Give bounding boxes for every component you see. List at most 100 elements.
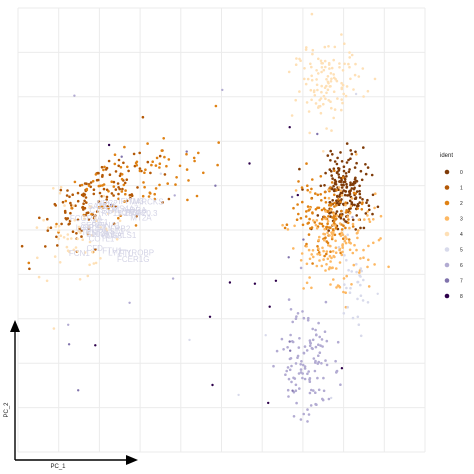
- data-point: [317, 360, 321, 364]
- data-point: [348, 291, 352, 295]
- data-point: [125, 178, 129, 181]
- data-point: [340, 86, 344, 90]
- data-point: [356, 207, 360, 210]
- data-point: [305, 162, 308, 165]
- data-point: [163, 155, 166, 159]
- data-point: [323, 227, 327, 231]
- data-point: [292, 376, 295, 380]
- data-point: [99, 226, 102, 229]
- data-point: [373, 77, 377, 81]
- data-point: [348, 168, 351, 171]
- data-point: [324, 269, 327, 272]
- data-point: [54, 225, 58, 228]
- data-point: [355, 180, 359, 183]
- data-point: [298, 387, 301, 390]
- data-point: [349, 149, 353, 152]
- data-point: [103, 165, 106, 169]
- data-point: [330, 237, 334, 241]
- data-point: [286, 366, 290, 369]
- data-point: [97, 178, 100, 182]
- data-point: [335, 369, 339, 373]
- data-point: [336, 156, 339, 160]
- data-point: [332, 278, 335, 281]
- data-point: [296, 193, 299, 197]
- data-point: [149, 171, 152, 175]
- data-point: [294, 389, 298, 393]
- data-point: [349, 286, 352, 290]
- data-point: [355, 153, 358, 156]
- data-point: [306, 408, 309, 411]
- data-point: [326, 231, 329, 235]
- data-point: [105, 195, 109, 199]
- data-point: [58, 191, 62, 195]
- data-point: [330, 396, 333, 400]
- data-point: [310, 197, 313, 200]
- data-point: [340, 228, 344, 231]
- data-point: [68, 195, 71, 199]
- data-point: [332, 90, 336, 93]
- data-point: [144, 168, 147, 171]
- data-point: [305, 242, 308, 246]
- data-point: [74, 246, 78, 249]
- data-point: [315, 83, 319, 87]
- data-point: [325, 127, 328, 130]
- data-point: [58, 261, 62, 264]
- data-point: [337, 245, 341, 249]
- data-point: [325, 250, 329, 253]
- data-point: [55, 235, 58, 239]
- data-point: [188, 338, 191, 342]
- gene-label: LYZ: [108, 249, 122, 258]
- data-point: [128, 193, 132, 197]
- data-point: [93, 216, 97, 219]
- data-point: [355, 232, 359, 235]
- data-point: [112, 222, 116, 225]
- data-point: [308, 344, 312, 348]
- data-point: [124, 192, 127, 196]
- gene-label: HCK: [99, 201, 117, 210]
- data-point: [283, 226, 287, 230]
- data-point: [339, 151, 342, 154]
- data-point: [319, 344, 322, 347]
- data-point: [113, 162, 117, 166]
- data-point: [102, 187, 106, 191]
- data-point: [353, 166, 357, 169]
- gene-label: TYROBP: [121, 249, 154, 258]
- legend-key-7: [444, 278, 450, 283]
- data-point: [119, 165, 123, 169]
- data-point: [329, 159, 332, 162]
- data-point: [138, 169, 142, 173]
- data-point: [53, 255, 57, 258]
- data-point: [366, 214, 369, 217]
- data-point: [332, 167, 336, 170]
- data-point: [329, 186, 332, 189]
- data-point: [320, 199, 323, 202]
- data-point: [338, 66, 341, 69]
- data-point: [324, 236, 327, 239]
- legend-label-6: 6: [460, 263, 463, 269]
- data-point: [329, 80, 333, 83]
- data-point: [290, 114, 294, 117]
- data-point: [287, 70, 291, 74]
- data-point: [117, 216, 120, 220]
- data-point: [76, 237, 79, 241]
- data-point: [366, 89, 370, 93]
- data-point: [336, 284, 340, 287]
- data-point: [306, 184, 309, 187]
- data-point: [337, 176, 341, 179]
- data-point: [296, 203, 299, 206]
- data-point: [186, 198, 189, 202]
- data-point: [338, 285, 342, 289]
- data-point: [37, 275, 41, 279]
- data-point: [327, 397, 331, 401]
- data-point: [124, 189, 127, 192]
- data-point: [338, 222, 342, 225]
- data-point: [355, 190, 359, 193]
- data-point: [178, 164, 182, 168]
- data-point: [342, 183, 345, 187]
- data-point: [88, 240, 92, 244]
- data-point: [314, 391, 317, 395]
- data-point: [325, 263, 328, 266]
- data-point: [120, 173, 124, 176]
- data-point: [299, 371, 303, 374]
- data-point: [362, 146, 365, 149]
